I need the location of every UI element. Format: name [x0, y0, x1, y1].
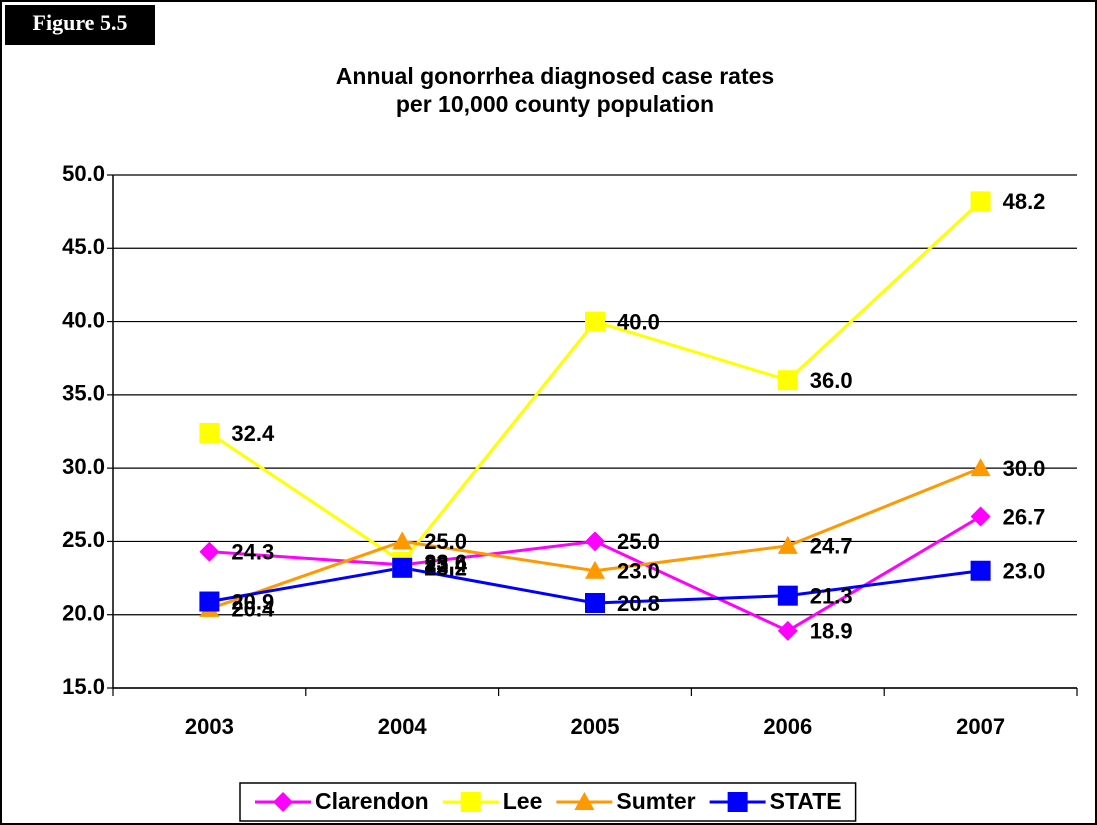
marker: [585, 592, 605, 613]
y-tick-label: 40.0: [62, 307, 105, 332]
value-label: 25.0: [617, 529, 660, 554]
x-tick-label: 2007: [956, 714, 1005, 739]
marker: [199, 422, 220, 443]
marker: [574, 792, 595, 810]
chart-title: per 10,000 county population: [396, 91, 714, 117]
marker: [970, 458, 991, 477]
y-tick-label: 35.0: [62, 381, 105, 406]
marker: [970, 560, 991, 581]
y-tick-label: 30.0: [62, 454, 105, 479]
figure-label-box: [5, 5, 155, 45]
marker: [585, 311, 605, 332]
y-tick-label: 15.0: [62, 674, 105, 699]
marker: [585, 531, 605, 552]
value-label: 18.9: [810, 619, 853, 644]
marker: [970, 506, 991, 527]
value-label: 20.9: [231, 589, 274, 614]
marker: [777, 585, 798, 606]
legend-label: Sumter: [616, 788, 695, 814]
marker: [970, 191, 991, 212]
value-label: 23.6: [424, 550, 467, 575]
x-tick-label: 2003: [185, 714, 234, 739]
y-tick-label: 45.0: [62, 234, 105, 259]
legend-label: Lee: [503, 788, 543, 814]
value-label: 23.2: [424, 556, 467, 581]
value-label: 24.3: [231, 540, 274, 565]
value-label: 36.0: [810, 368, 853, 393]
marker: [273, 792, 293, 812]
x-tick-label: 2004: [378, 714, 428, 739]
legend-label: Clarendon: [315, 788, 429, 814]
marker: [777, 620, 798, 641]
value-label: 24.7: [810, 534, 853, 559]
x-tick-label: 2005: [571, 714, 620, 739]
y-tick-label: 50.0: [62, 161, 105, 186]
figure-label: Figure 5.5: [33, 10, 128, 35]
marker: [727, 792, 748, 812]
legend-label: STATE: [770, 788, 842, 814]
marker: [199, 541, 220, 562]
marker: [777, 535, 798, 554]
value-label: 20.8: [617, 591, 660, 616]
value-label: 30.0: [1003, 456, 1046, 481]
value-label: 26.7: [1003, 504, 1046, 529]
value-label: 32.4: [231, 421, 275, 446]
value-label: 23.4: [424, 553, 468, 578]
y-tick-label: 20.0: [62, 601, 105, 626]
value-label: 25.0: [424, 529, 467, 554]
value-label: 23.0: [1003, 559, 1046, 584]
marker: [392, 557, 413, 578]
marker: [777, 370, 798, 391]
marker: [199, 591, 220, 612]
chart-title: Annual gonorrhea diagnosed case rates: [336, 63, 774, 89]
x-tick-label: 2006: [763, 714, 812, 739]
marker: [392, 531, 413, 550]
value-label: 21.3: [810, 583, 853, 608]
value-label: 23.0: [617, 559, 660, 584]
marker: [460, 792, 481, 812]
value-label: 20.4: [231, 597, 275, 622]
marker: [585, 560, 605, 579]
y-tick-label: 25.0: [62, 527, 105, 552]
value-label: 48.2: [1003, 189, 1046, 214]
value-label: 40.0: [617, 309, 660, 334]
legend: Clarendon Lee Sumter STATE: [239, 782, 857, 822]
